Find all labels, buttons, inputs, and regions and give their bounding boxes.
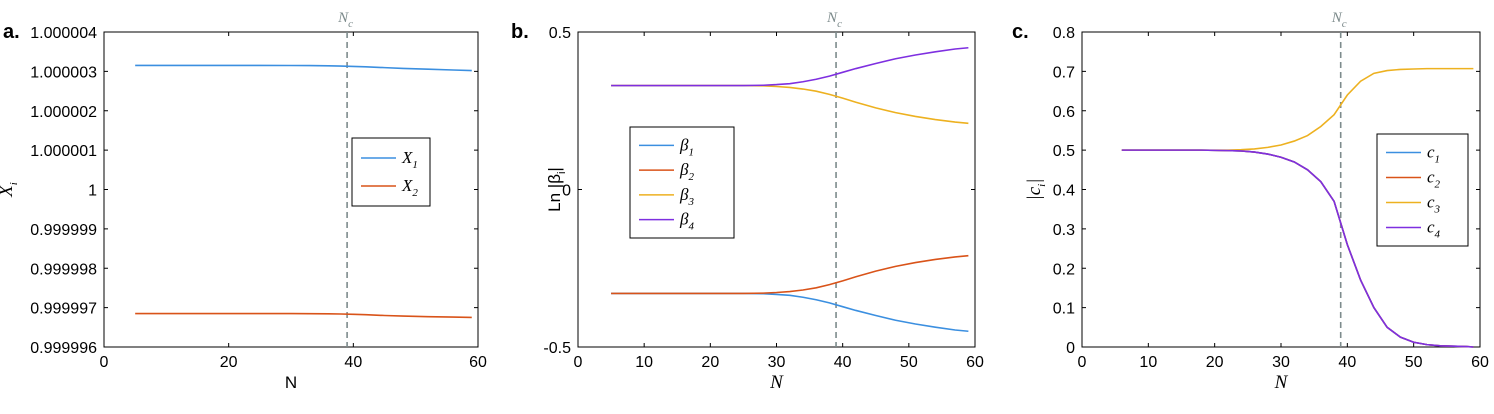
nc-label: Nc <box>337 10 353 30</box>
y-axis-label: |ci| <box>1024 179 1048 201</box>
y-tick-label: -0.5 <box>543 340 571 357</box>
x-tick-label: 40 <box>834 354 852 371</box>
nc-label: Nc <box>826 10 842 30</box>
x-tick-label: 30 <box>1272 354 1290 371</box>
chart-panel-a: 0 20 40 60 1.000004 1.000003 1.000002 1.000001 1… <box>0 10 487 392</box>
x-tick-label: 50 <box>900 354 918 371</box>
y-tick-label: 0.7 <box>1053 64 1075 81</box>
legend-box <box>1376 133 1469 247</box>
panel-label: c. <box>1012 21 1029 43</box>
y-tick-label: 0.4 <box>1053 183 1075 200</box>
y-tick-label: 1.000002 <box>30 104 97 121</box>
x-tick-label: 10 <box>635 354 653 371</box>
x-tick-label: 60 <box>966 354 984 371</box>
panel-label: a. <box>3 21 20 43</box>
x-tick-label: 40 <box>1338 354 1356 371</box>
y-tick-label: 1.000001 <box>30 143 97 160</box>
legend-entry: X1 <box>401 148 418 171</box>
series-line-1 <box>135 64 472 72</box>
series-line-4 <box>1121 149 1474 348</box>
y-tick-label: 0.3 <box>1053 222 1075 239</box>
series-line-1 <box>611 292 969 333</box>
legend-entry: X2 <box>401 176 418 199</box>
series-line-3 <box>611 84 969 125</box>
y-axis-label: Ln |βi| <box>545 167 568 212</box>
x-tick-label: 0 <box>100 354 109 371</box>
y-tick-label: 0.1 <box>1053 301 1075 318</box>
y-tick-label: 0.6 <box>1053 104 1075 121</box>
y-tick-label: 1.000003 <box>30 64 97 81</box>
legend-entry: β1 <box>679 135 694 158</box>
y-tick-label: 0.999996 <box>30 340 97 357</box>
x-tick-label: 30 <box>768 354 786 371</box>
legend-entry: c4 <box>1427 218 1441 241</box>
x-tick-label: 60 <box>469 354 487 371</box>
x-tick-label: 20 <box>220 354 238 371</box>
nc-label: Nc <box>1331 10 1347 30</box>
y-tick-label: 0.999997 <box>30 301 97 318</box>
y-tick-label: 0.999998 <box>30 261 97 278</box>
x-axis-label: N <box>769 372 784 393</box>
y-tick-label: 0 <box>562 183 571 200</box>
y-tick-label: 0.8 <box>1053 25 1075 42</box>
series-line-2 <box>135 312 472 319</box>
legend-entry: β3 <box>679 185 694 208</box>
series-line-3 <box>1121 67 1474 151</box>
y-tick-label: 1 <box>88 183 97 200</box>
x-tick-label: 60 <box>1471 354 1489 371</box>
series-line-4 <box>611 46 969 87</box>
panel-label: b. <box>511 21 529 43</box>
x-tick-label: 0 <box>574 354 583 371</box>
y-tick-label: 0.5 <box>1053 143 1075 160</box>
y-tick-label: 0 <box>1066 340 1075 357</box>
x-tick-label: 0 <box>1078 354 1087 371</box>
x-tick-label: 40 <box>344 354 362 371</box>
y-axis-label: Xi <box>0 182 20 198</box>
x-tick-label: 50 <box>1405 354 1423 371</box>
legend-entry: β2 <box>679 160 694 183</box>
y-tick-label: 0.999999 <box>30 222 97 239</box>
chart-panel-c: 0 10 20 30 40 50 60 0.8 0.7 0.6 0.5 0.4 0.3 0.2 0.1 0 Nc… <box>1012 10 1489 393</box>
legend-entry: c3 <box>1427 193 1441 216</box>
y-tick-label: 0.2 <box>1053 261 1075 278</box>
legend-entry: c1 <box>1427 143 1440 166</box>
x-axis-label: N <box>285 373 297 392</box>
legend-box <box>351 137 431 207</box>
legend-entry: β4 <box>679 210 694 233</box>
x-tick-label: 10 <box>1139 354 1157 371</box>
y-tick-label: 0.5 <box>549 25 571 42</box>
x-tick-label: 20 <box>1206 354 1224 371</box>
series-line-2 <box>611 254 969 295</box>
legend-entry: c2 <box>1427 168 1441 191</box>
y-tick-label: 1.000004 <box>30 25 97 42</box>
x-tick-label: 20 <box>701 354 719 371</box>
x-axis-label: N <box>1274 372 1289 393</box>
